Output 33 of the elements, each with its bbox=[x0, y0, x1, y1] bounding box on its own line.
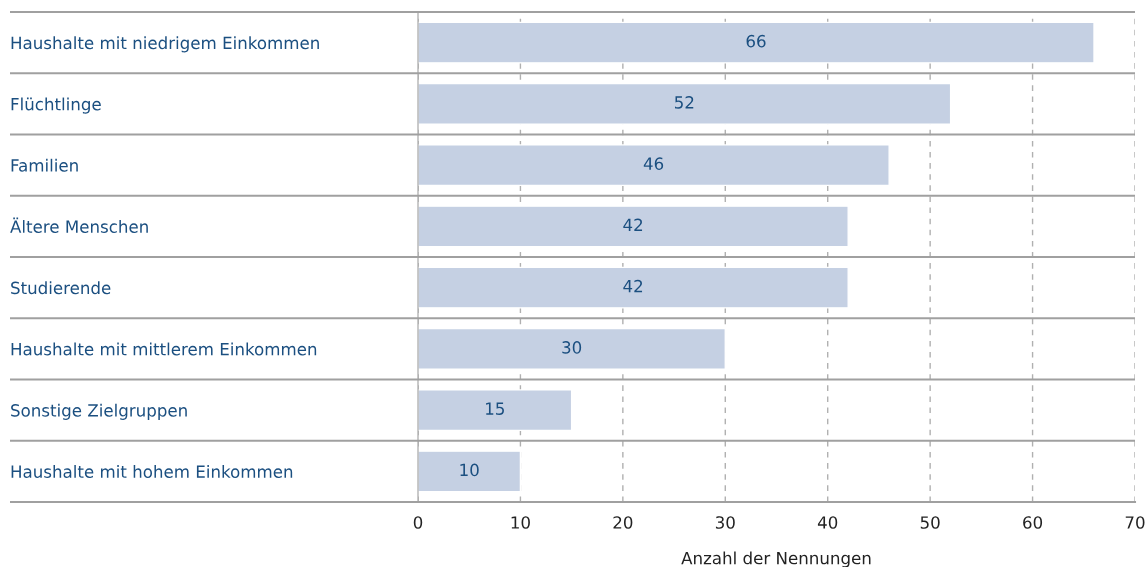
bar bbox=[418, 450, 522, 493]
y-tick-label: Familien bbox=[11, 158, 78, 172]
y-tick-label: Haushalte mit niedrigem Einkommen bbox=[11, 36, 319, 53]
x-tick-label: 10 bbox=[511, 516, 530, 529]
y-tick-label: Flüchtlinge bbox=[11, 97, 101, 114]
x-tick-label: 30 bbox=[715, 516, 735, 529]
bar bbox=[418, 266, 849, 309]
bar bbox=[418, 21, 1095, 64]
y-tick-label: Haushalte mit mittlerem Einkommen bbox=[11, 342, 317, 356]
x-tick-label: 40 bbox=[817, 516, 838, 529]
x-axis-title: Anzahl der Nennungen bbox=[681, 551, 871, 567]
bar bbox=[418, 144, 890, 187]
y-tick-label: Studierende bbox=[11, 281, 111, 295]
x-tick-label: 20 bbox=[613, 516, 633, 529]
data-label: 46 bbox=[643, 157, 664, 170]
data-label: 42 bbox=[623, 218, 643, 231]
y-tick-label: Ältere Menschen bbox=[10, 217, 148, 233]
x-tick-label: 60 bbox=[1023, 516, 1043, 529]
data-label: 30 bbox=[562, 341, 582, 354]
data-label: 10 bbox=[460, 463, 479, 477]
bar bbox=[418, 205, 849, 248]
y-tick-label: Haushalte mit hohem Einkommen bbox=[11, 465, 293, 478]
data-label: 42 bbox=[623, 279, 643, 293]
y-tick-label: Sonstige Zielgruppen bbox=[11, 403, 187, 420]
bar bbox=[418, 327, 726, 370]
data-label: 52 bbox=[675, 96, 694, 109]
x-tick-label: 50 bbox=[920, 516, 940, 529]
bar bbox=[418, 82, 952, 125]
data-label: 15 bbox=[486, 402, 504, 415]
data-label: 66 bbox=[746, 34, 766, 48]
bar bbox=[418, 389, 573, 432]
x-tick-label: 0 bbox=[413, 516, 423, 529]
x-tick-label: 70 bbox=[1125, 516, 1145, 529]
